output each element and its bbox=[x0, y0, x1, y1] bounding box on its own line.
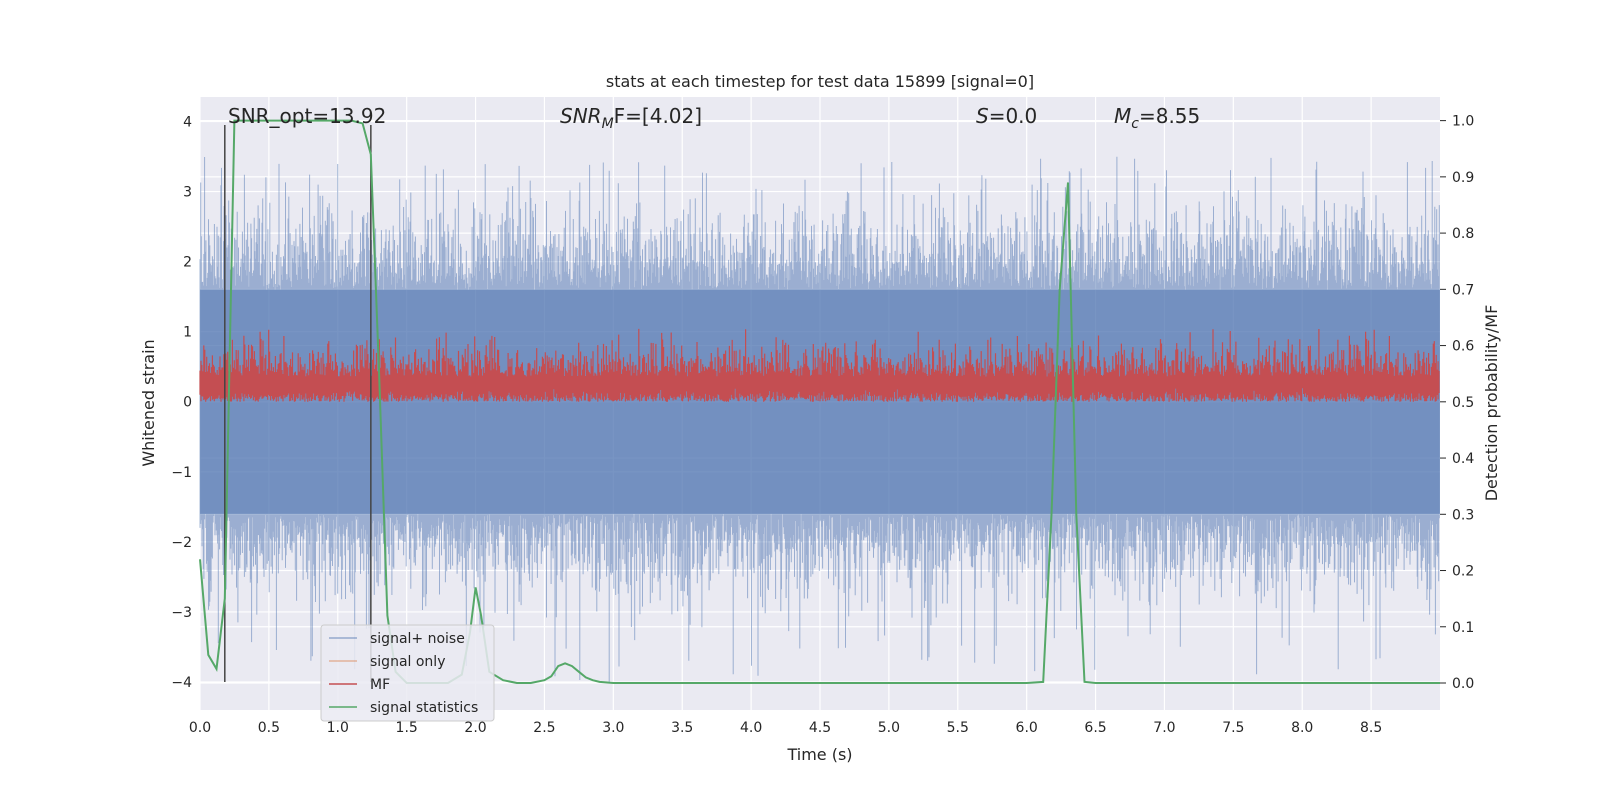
y2-tick-label-8: 0.8 bbox=[1452, 226, 1474, 242]
y2-tick-label-1: 0.1 bbox=[1452, 620, 1474, 636]
y-tick-label-8: 4 bbox=[183, 115, 192, 131]
x-tick-label-2: 1.0 bbox=[327, 720, 349, 736]
x-tick-label-7: 3.5 bbox=[671, 720, 693, 736]
legend-label-stats: signal statistics bbox=[370, 700, 478, 716]
signal-noise-series bbox=[199, 156, 1440, 682]
signal-statistics-series bbox=[199, 119, 1440, 684]
x-tick-label-10: 5.0 bbox=[878, 720, 900, 736]
legend-label-signal: signal only bbox=[370, 654, 445, 670]
annotations: SNR_opt=13.92 SNRMF=[4.02] S=0.0 Mc=8.55 bbox=[228, 104, 1200, 132]
y-tick-label-0: −4 bbox=[171, 675, 192, 691]
y2-tick-label-4: 0.4 bbox=[1452, 451, 1474, 467]
x-tick-label-0: 0.0 bbox=[189, 720, 211, 736]
chart-title: stats at each timestep for test data 158… bbox=[606, 72, 1034, 91]
y2-tick-label-9: 0.9 bbox=[1452, 170, 1474, 186]
x-tick-label-16: 8.0 bbox=[1291, 720, 1313, 736]
y-tick-label-2: −2 bbox=[171, 535, 192, 551]
legend-box bbox=[320, 624, 495, 722]
y2-tick-label-0: 0.0 bbox=[1452, 676, 1474, 692]
x-tick-label-13: 6.5 bbox=[1084, 720, 1106, 736]
y2-ticks: 0.0 0.1 0.2 0.3 0.4 0.5 0.6 0.7 0.8 0.9 1.0 bbox=[1440, 114, 1474, 692]
x-tick-label-15: 7.5 bbox=[1222, 720, 1244, 736]
legend-label-mf: MF bbox=[370, 677, 390, 693]
x-tick-label-12: 6.0 bbox=[1016, 720, 1038, 736]
annotation-s: S=0.0 bbox=[976, 104, 1037, 128]
y-tick-label-5: 1 bbox=[183, 325, 192, 341]
y2-tick-label-10: 1.0 bbox=[1452, 114, 1474, 130]
y-ticks: −4 −3 −2 −1 0 1 2 3 4 bbox=[171, 115, 192, 691]
x-tick-label-9: 4.5 bbox=[809, 720, 831, 736]
x-tick-label-11: 5.5 bbox=[947, 720, 969, 736]
y2-tick-label-3: 0.3 bbox=[1452, 507, 1474, 523]
legend: signal+ noise signal only MF signal stat… bbox=[320, 624, 495, 722]
y-tick-label-3: −1 bbox=[171, 465, 192, 481]
y2-tick-label-7: 0.7 bbox=[1452, 282, 1474, 298]
y2-tick-label-5: 0.5 bbox=[1452, 395, 1474, 411]
x-ticks: 0.0 0.5 1.0 1.5 2.0 2.5 3.0 3.5 4.0 4.5 5.0 5.5 6.0 6… bbox=[189, 720, 1382, 736]
x-tick-label-4: 2.0 bbox=[464, 720, 486, 736]
y-tick-label-6: 2 bbox=[183, 255, 192, 271]
x-axis-label: Time (s) bbox=[786, 745, 852, 764]
x-tick-label-17: 8.5 bbox=[1360, 720, 1382, 736]
legend-label-noise: signal+ noise bbox=[370, 631, 465, 647]
y2-axis-label: Detection probability/MF bbox=[1482, 305, 1501, 502]
y-tick-label-7: 3 bbox=[183, 185, 192, 201]
y-axis-label: Whitened strain bbox=[139, 339, 158, 466]
y-tick-label-1: −3 bbox=[171, 605, 192, 621]
mf-series bbox=[199, 328, 1440, 402]
x-tick-label-8: 4.0 bbox=[740, 720, 762, 736]
annotation-mc: Mc=8.55 bbox=[1114, 104, 1200, 132]
mf-trace bbox=[199, 328, 1440, 402]
x-tick-label-14: 7.0 bbox=[1153, 720, 1175, 736]
x-tick-label-3: 1.5 bbox=[396, 720, 418, 736]
x-tick-label-1: 0.5 bbox=[258, 720, 280, 736]
x-tick-label-5: 2.5 bbox=[533, 720, 555, 736]
y2-tick-label-6: 0.6 bbox=[1452, 339, 1474, 355]
y-tick-label-4: 0 bbox=[183, 395, 192, 411]
x-tick-label-6: 3.0 bbox=[602, 720, 624, 736]
y2-tick-label-2: 0.2 bbox=[1452, 564, 1474, 580]
signal-statistics-line bbox=[199, 119, 1440, 684]
annotation-snr-opt: SNR_opt=13.92 bbox=[228, 104, 386, 128]
noise-core-band bbox=[200, 289, 1440, 514]
annotation-snr-mf: SNRMF=[4.02] bbox=[560, 104, 702, 132]
